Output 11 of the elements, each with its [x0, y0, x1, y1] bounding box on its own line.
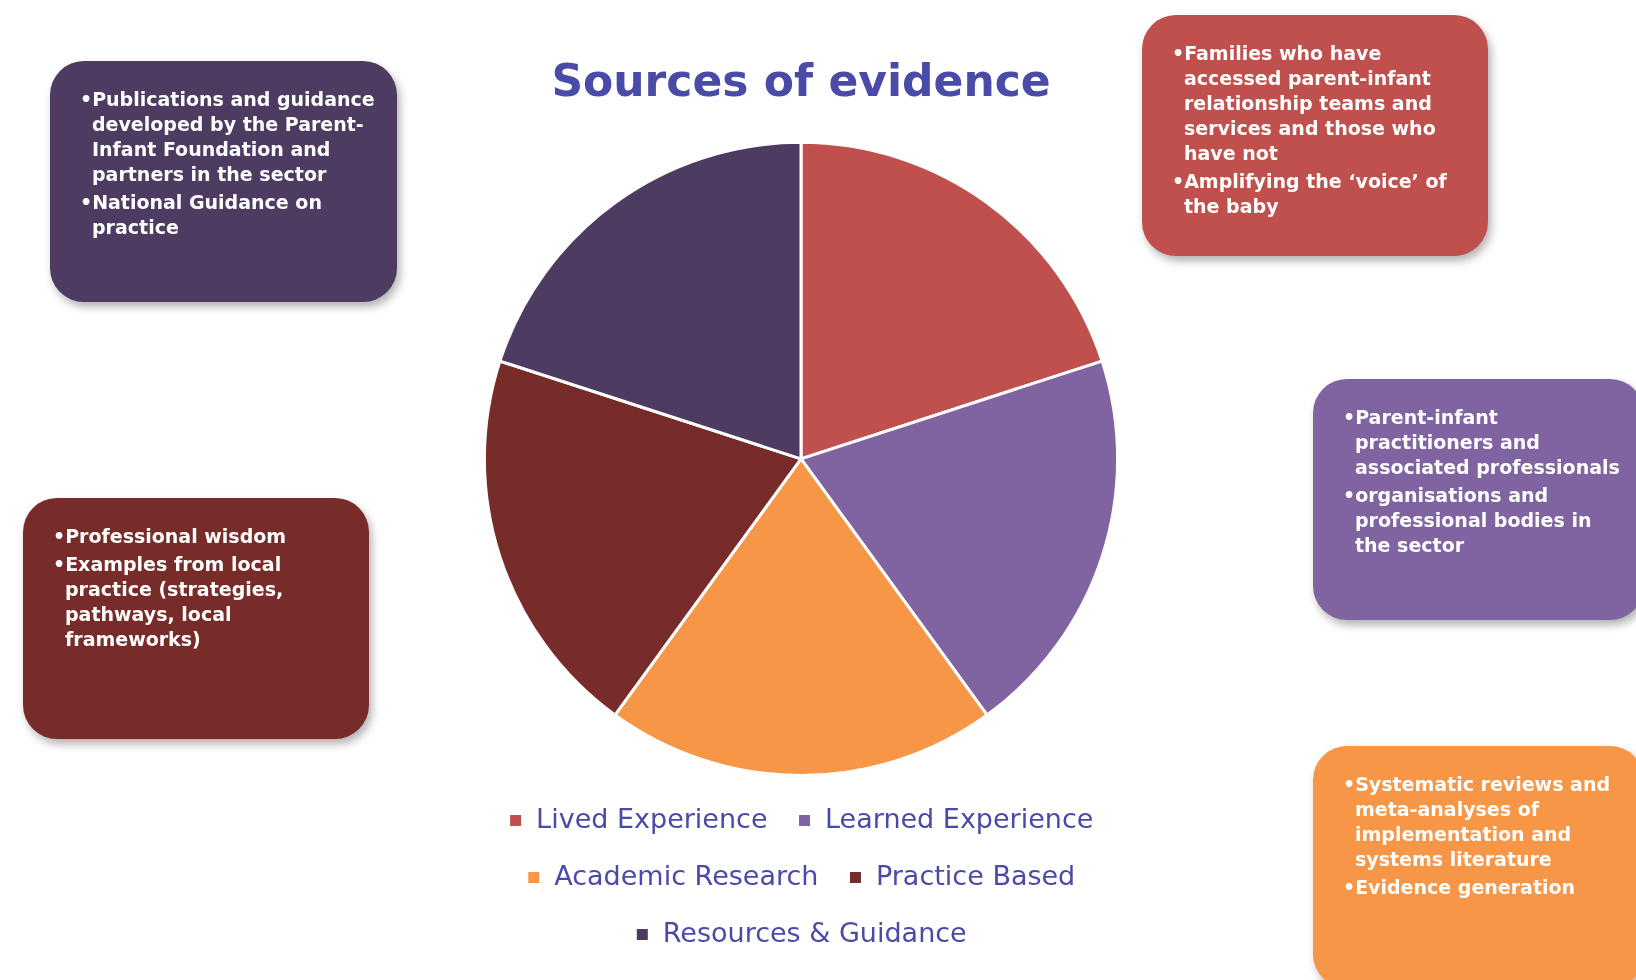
- legend-label: Resources & Guidance: [662, 916, 967, 948]
- text: •Systematic reviews and meta-analyses of implementation and systems literature •Evidence generation: [1343, 772, 1612, 900]
- text: •Parent-infant practitioners and associated professionals •organisations and professional bodies in the sector: [1343, 405, 1621, 558]
- text: •Publications and guidance developed by the Parent-Infant Foundation and partners in the sector •National Guidance on practice: [80, 87, 375, 240]
- text: •Families who have accessed parent-infant relationship teams and services and those who have not •Amplifying the ‘voice’ of the baby: [1172, 41, 1448, 219]
- text: •Professional wisdom •Examples from local practice (strategies, pathways, local frameworks): [53, 524, 288, 652]
- legend-label: Academic Research: [554, 859, 819, 891]
- legend-label: Lived Experience: [536, 802, 768, 834]
- legend-label: Practice Based: [875, 859, 1076, 891]
- chart-title: Sources of evidence: [551, 54, 1051, 106]
- legend-label: Learned Experience: [825, 802, 1094, 834]
